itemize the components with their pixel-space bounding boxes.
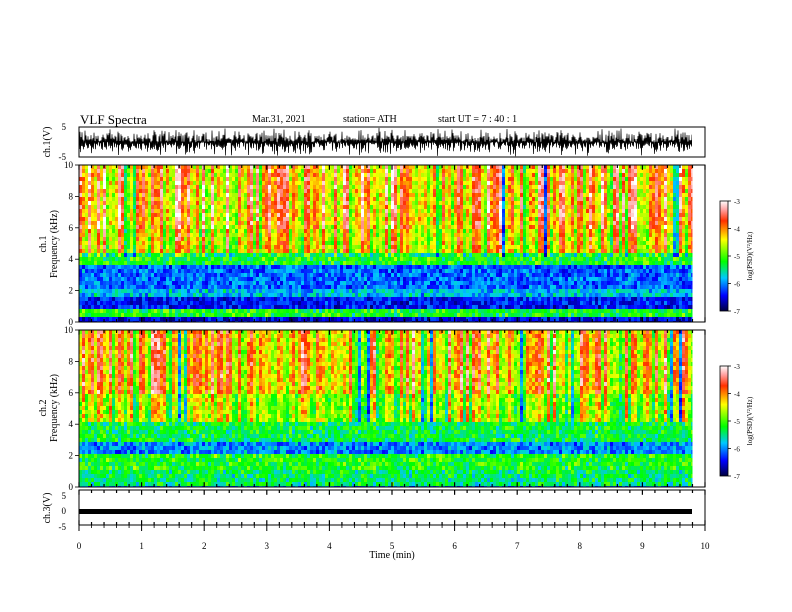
colorbar-tick-label: -3 xyxy=(734,198,740,206)
freq-tick-label: 0 xyxy=(69,317,74,327)
ch2-freq-ylabel: Frequency (kHz) xyxy=(49,374,60,442)
time-tick-label: 0 xyxy=(77,541,82,551)
time-tick-label: 6 xyxy=(452,541,457,551)
header-station: station= ATH xyxy=(343,114,397,125)
freq-tick-label: 2 xyxy=(69,451,74,461)
colorbar-tick-label: -4 xyxy=(734,226,740,234)
ch3-waveform-ylabel: ch.3(V) xyxy=(42,493,53,524)
ch2-colorbar-ticks: -3 -4 -5 -6 -7 xyxy=(728,363,740,481)
header-start-time: start UT = 7 : 40 : 1 xyxy=(438,114,518,125)
header-date: Mar.31, 2021 xyxy=(252,114,306,125)
colorbar-tick-label: -6 xyxy=(734,446,740,454)
ch1-freq-ylabel: Frequency (kHz) xyxy=(49,210,60,278)
colorbar-tick-label: -6 xyxy=(734,281,740,289)
ch1-waveform-line xyxy=(79,127,692,157)
ch1-waveform-trace xyxy=(79,127,692,157)
time-tick-label: 9 xyxy=(640,541,645,551)
ch2-colorbar-label: log(PSD)(V²/Hz) xyxy=(746,396,754,445)
freq-tick-label: 4 xyxy=(69,254,74,264)
time-tick-label: 4 xyxy=(327,541,332,551)
colorbar-tick-label: -3 xyxy=(734,363,740,371)
ch1-ytick-top: 5 xyxy=(62,122,67,132)
freq-tick-label: 8 xyxy=(69,191,74,201)
colorbar-tick-label: -5 xyxy=(734,253,740,261)
ch3-ytick-bottom: -5 xyxy=(59,522,67,532)
ch2-freq-ticklabels: 0 2 4 6 8 10 xyxy=(64,325,79,492)
time-tick-label: 10 xyxy=(701,541,711,551)
ch1-spectrogram-heatmap xyxy=(79,165,705,322)
ch3-ticks xyxy=(78,490,706,525)
page-title: VLF Spectra xyxy=(80,112,147,127)
time-tick-label: 1 xyxy=(139,541,144,551)
freq-tick-label: 4 xyxy=(69,419,74,429)
ch2-spectrogram-panel: 0 2 4 6 8 10 ch.2 Frequency (kHz) xyxy=(38,325,706,492)
ch1-freq-ticklabels: 0 2 4 6 8 10 xyxy=(64,160,79,327)
time-tick-label: 2 xyxy=(202,541,207,551)
freq-tick-label: 10 xyxy=(64,160,74,170)
ch1-ytick-bottom: -5 xyxy=(59,152,67,162)
ch2-channel-label: ch.2 xyxy=(38,400,49,417)
colorbar-tick-label: -5 xyxy=(734,418,740,426)
ch2-colorbar: -3 -4 -5 -6 -7 log(PSD)(V²/Hz) xyxy=(719,363,754,481)
time-axis: 0 1 2 3 4 5 6 7 8 9 10 xyxy=(77,525,710,551)
time-axis-label: Time (min) xyxy=(369,550,414,561)
ch1-spectrogram-panel: 0 2 4 6 8 10 ch.1 Frequency (kHz) xyxy=(38,160,706,327)
ch2-spectrogram-heatmap xyxy=(79,330,705,487)
freq-tick-label: 6 xyxy=(69,223,74,233)
freq-tick-label: 2 xyxy=(69,286,74,296)
time-tick-label: 3 xyxy=(265,541,270,551)
ch3-waveform-panel: 5 0 -5 ch.3(V) xyxy=(42,489,706,532)
ch3-ytick-top: 5 xyxy=(62,491,67,501)
ch1-waveform-ylabel: ch.1(V) xyxy=(42,127,53,158)
freq-tick-label: 8 xyxy=(69,356,74,366)
time-tick-label: 8 xyxy=(578,541,583,551)
ch1-colorbar-label: log(PSD)(V²/Hz) xyxy=(746,231,754,280)
freq-tick-label: 0 xyxy=(69,482,74,492)
ch3-waveform-line xyxy=(79,509,692,514)
ch1-colorbar-ticks: -3 -4 -5 -6 -7 xyxy=(728,198,740,316)
ch1-channel-label: ch.1 xyxy=(38,236,49,253)
colorbar-tick-label: -4 xyxy=(734,391,740,399)
colorbar-tick-label: -7 xyxy=(734,473,740,481)
colorbar-tick-label: -7 xyxy=(734,308,740,316)
freq-tick-label: 6 xyxy=(69,388,74,398)
time-tick-label: 5 xyxy=(390,541,395,551)
time-tick-label: 7 xyxy=(515,541,520,551)
ch1-waveform-panel: 5 -5 ch.1(V) xyxy=(42,122,706,162)
freq-tick-label: 10 xyxy=(64,325,74,335)
ch3-ytick-mid: 0 xyxy=(62,506,67,516)
ch1-colorbar: -3 -4 -5 -6 -7 log(PSD)(V²/Hz) xyxy=(719,198,754,316)
